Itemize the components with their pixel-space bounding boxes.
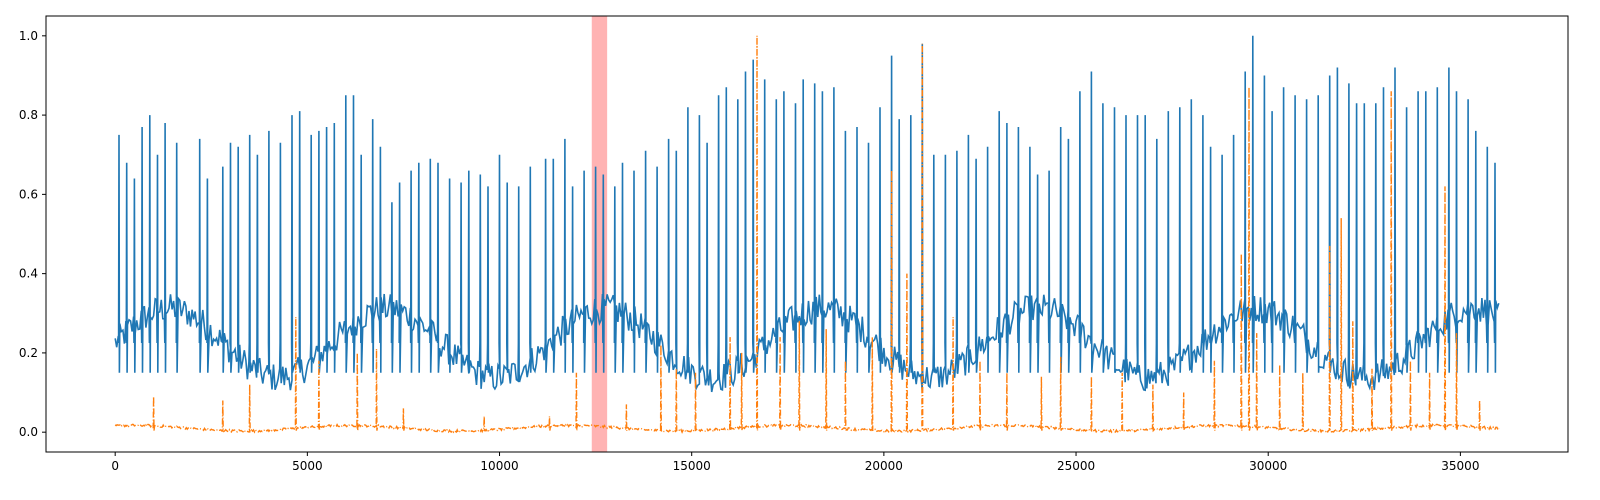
series-line-1 (114, 35, 1500, 393)
x-tick-label: 0 (111, 459, 119, 473)
highlight-span (591, 16, 608, 452)
x-axis: 0 5000 10000 15000 20000 25000 30000 35000 (111, 452, 1479, 473)
x-tick-label: 5000 (292, 459, 323, 473)
y-tick-label: 0.4 (19, 267, 38, 281)
x-tick-label: 35000 (1441, 459, 1479, 473)
y-tick-label: 1.0 (19, 29, 38, 43)
highlight-span-layer (591, 16, 608, 452)
y-tick-label: 0.2 (19, 346, 38, 360)
x-tick-label: 15000 (673, 459, 711, 473)
y-axis: 0.0 0.2 0.4 0.6 0.8 1.0 (19, 29, 46, 439)
x-tick-label: 30000 (1249, 459, 1287, 473)
y-tick-label: 0.8 (19, 108, 38, 122)
y-tick-label: 0.0 (19, 425, 38, 439)
x-tick-label: 20000 (865, 459, 903, 473)
y-tick-label: 0.6 (19, 187, 38, 201)
plot-frame (45, 15, 1569, 453)
series-line-2 (114, 35, 1500, 434)
x-tick-label: 10000 (480, 459, 518, 473)
x-tick-label: 25000 (1057, 459, 1095, 473)
series-layer (114, 35, 1500, 434)
